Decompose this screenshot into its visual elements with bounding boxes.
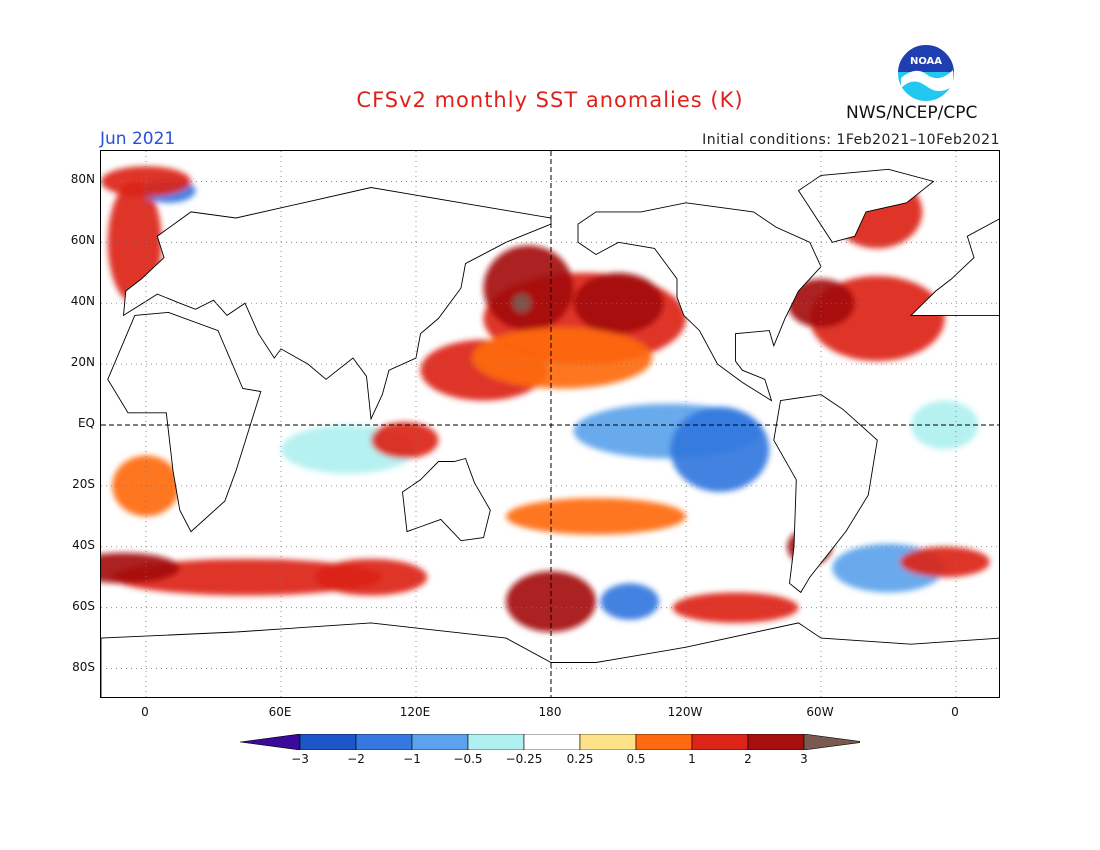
latitude-tick-label: 20N (70, 355, 95, 370)
colorbar-tick-label: −1 (403, 752, 421, 766)
landmass-australia (402, 457, 491, 542)
colorbar-segment (523, 733, 581, 751)
colorbar (239, 733, 865, 754)
anomaly-region (506, 498, 686, 535)
colorbar-segment (299, 733, 357, 751)
landmass-antarctica (101, 622, 999, 697)
latitude-tick-label: 80N (70, 172, 95, 187)
longitude-tick-label: 60E (268, 705, 292, 719)
colorbar-tick-label: 0.5 (626, 752, 646, 766)
colorbar-segment (411, 733, 469, 751)
colorbar-segment (691, 733, 749, 751)
colorbar-segment (747, 733, 805, 751)
landmass-greenland (797, 168, 935, 243)
colorbar-segment (467, 733, 525, 751)
latitude-tick-label: 40S (72, 537, 95, 552)
latitude-tick-label: 60S (72, 598, 95, 613)
longitude-tick-label: 120W (667, 705, 703, 719)
latitude-tick-label: 80S (72, 659, 95, 674)
anomaly-region (371, 421, 439, 459)
colorbar-min-triangle (239, 733, 301, 751)
anomaly-region (483, 245, 574, 331)
latitude-tick-label: 20S (72, 476, 95, 491)
sst-anomaly-map (100, 150, 1000, 698)
colorbar-tick-label: −0.25 (505, 752, 543, 766)
colorbar-max-triangle (803, 733, 865, 751)
svg-text:NOAA: NOAA (910, 56, 942, 67)
landmass-south-america (773, 394, 878, 594)
reference-lines (101, 151, 999, 697)
anomaly-region (672, 592, 799, 623)
anomaly-field (101, 166, 990, 633)
latitude-tick-label: EQ (77, 416, 95, 430)
land-masses (101, 168, 999, 697)
colorbar-segment (355, 733, 413, 751)
latitude-tick-label: 60N (70, 233, 95, 248)
colorbar-tick-label: 0.25 (566, 752, 594, 766)
anomaly-region (899, 546, 990, 578)
colorbar-tick-label: 2 (744, 752, 752, 766)
anomaly-region (600, 583, 659, 620)
landmass-africa (107, 311, 262, 533)
anomaly-region (314, 558, 428, 596)
longitude-tick-label: 0 (951, 705, 959, 719)
colorbar-tick-label: −0.5 (453, 752, 483, 766)
anomaly-region (670, 406, 770, 492)
colorbar-tick-label: 1 (688, 752, 696, 766)
valid-month-label: Jun 2021 (100, 129, 176, 149)
longitude-tick-label: 180 (538, 705, 562, 719)
anomaly-region (472, 327, 653, 389)
map-title: CFSv2 monthly SST anomalies (K) (356, 88, 744, 112)
colorbar-tick-label: −3 (291, 752, 309, 766)
latitude-tick-label: 40N (70, 294, 95, 309)
colorbar-segment (635, 733, 693, 751)
colorbar-tick-label: 3 (800, 752, 808, 766)
landmass-eurasia (122, 187, 552, 421)
landmass-europe-east (909, 218, 999, 316)
longitude-tick-label: 0 (141, 705, 149, 719)
longitude-tick-label: 120E (399, 705, 431, 719)
anomaly-region (101, 552, 180, 584)
landmass-north-america (577, 202, 822, 402)
colorbar-segment (579, 733, 637, 751)
longitude-tick-label: 60W (806, 705, 834, 719)
agency-label: NWS/NCEP/CPC (846, 103, 978, 123)
colorbar-tick-label: −2 (347, 752, 365, 766)
noaa-logo-icon: NOAA (895, 42, 957, 108)
anomaly-region (573, 272, 664, 334)
initial-conditions-label: Initial conditions: 1Feb2021–10Feb2021 (702, 132, 1000, 148)
